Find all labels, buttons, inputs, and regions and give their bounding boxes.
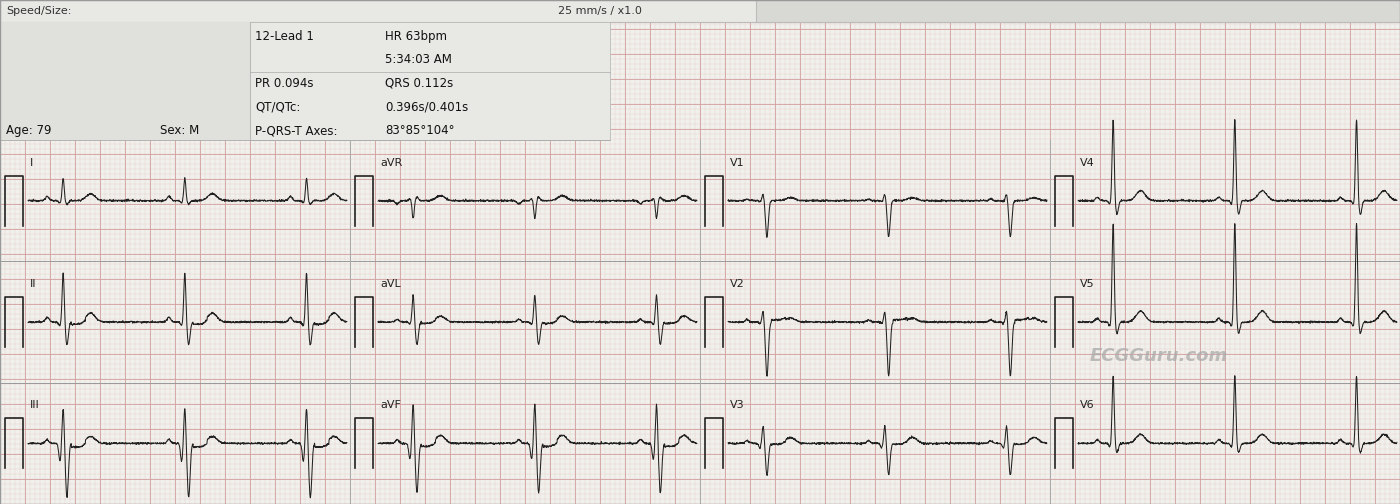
Text: III: III [29, 400, 39, 410]
Text: QRS 0.112s: QRS 0.112s [385, 77, 454, 90]
Text: V6: V6 [1079, 400, 1095, 410]
Text: Sex: M: Sex: M [160, 124, 199, 137]
Bar [251, 22, 610, 140]
Text: P-QRS-T Axes:: P-QRS-T Axes: [255, 124, 337, 137]
Text: V4: V4 [1079, 158, 1095, 168]
Text: I: I [29, 158, 34, 168]
Text: aVR: aVR [379, 158, 402, 168]
Text: HR 63bpm: HR 63bpm [385, 30, 447, 43]
Text: 83°85°104°: 83°85°104° [385, 124, 455, 137]
Bar [0, 22, 251, 140]
Bar [0, 0, 1400, 22]
Text: PR 0.094s: PR 0.094s [255, 77, 314, 90]
Text: QT/QTc:: QT/QTc: [255, 100, 301, 113]
Text: V2: V2 [729, 279, 745, 289]
Text: 0.396s/0.401s: 0.396s/0.401s [385, 100, 468, 113]
Text: aVF: aVF [379, 400, 400, 410]
Text: V3: V3 [729, 400, 745, 410]
Text: Speed/Size:: Speed/Size: [6, 6, 71, 16]
Text: 5:34:03 AM: 5:34:03 AM [385, 53, 452, 66]
Text: 12-Lead 1: 12-Lead 1 [255, 30, 314, 43]
Text: Age: 79: Age: 79 [6, 124, 52, 137]
Text: V1: V1 [729, 158, 745, 168]
Text: 25 mm/s / x1.0: 25 mm/s / x1.0 [559, 6, 643, 16]
Text: II: II [29, 279, 36, 289]
Text: aVL: aVL [379, 279, 400, 289]
Text: ECGGuru.com: ECGGuru.com [1091, 347, 1228, 365]
Text: V5: V5 [1079, 279, 1095, 289]
Bar [756, 0, 1400, 22]
